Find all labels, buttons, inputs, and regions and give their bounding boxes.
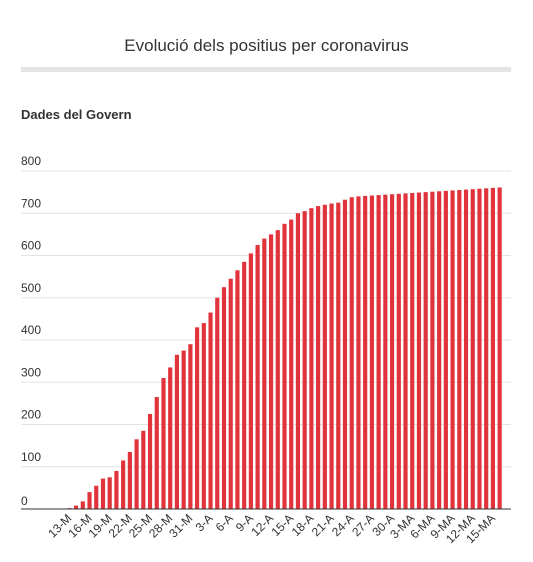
chart-title: Evolució dels positius per coronavirus xyxy=(124,36,409,55)
bar xyxy=(94,485,99,509)
bar xyxy=(127,451,132,509)
bar xyxy=(450,190,455,509)
bar xyxy=(255,244,260,509)
bar xyxy=(289,219,294,509)
bar xyxy=(342,199,348,510)
bar xyxy=(443,190,448,510)
bar xyxy=(80,501,85,509)
bar xyxy=(295,213,301,509)
bar xyxy=(396,193,401,509)
bar xyxy=(416,192,422,510)
y-tick-label: 700 xyxy=(21,196,41,210)
bar xyxy=(201,323,206,509)
bar xyxy=(74,505,79,509)
bar xyxy=(369,195,374,509)
bar xyxy=(242,261,247,509)
bar xyxy=(262,238,267,509)
chart-subtitle: Dades del Govern xyxy=(21,107,132,122)
bar xyxy=(484,188,489,509)
bar xyxy=(141,430,146,509)
bar xyxy=(490,187,495,509)
bar xyxy=(121,460,126,509)
x-tick-label: 3-A xyxy=(193,511,216,534)
bar xyxy=(181,350,186,509)
bar xyxy=(349,197,354,509)
bar xyxy=(329,203,334,509)
bar xyxy=(302,211,307,509)
bar xyxy=(470,189,475,510)
x-tick-label: 6-A xyxy=(213,511,236,534)
y-tick-label: 200 xyxy=(21,408,41,422)
bar xyxy=(114,470,119,509)
bar xyxy=(147,413,153,509)
y-tick-label: 800 xyxy=(21,154,41,168)
y-tick-label: 100 xyxy=(21,450,41,464)
bar xyxy=(168,367,173,509)
bar xyxy=(403,193,408,509)
bar xyxy=(336,202,341,509)
bar xyxy=(107,477,112,509)
bar xyxy=(316,206,321,509)
bar xyxy=(309,208,314,509)
bar xyxy=(410,192,415,509)
bar xyxy=(188,344,193,509)
bar xyxy=(87,492,92,509)
bar xyxy=(134,439,139,509)
bar xyxy=(430,191,435,509)
bar xyxy=(497,187,502,510)
bar xyxy=(477,188,482,509)
bar xyxy=(215,297,220,509)
y-tick-label: 300 xyxy=(21,365,41,379)
bar xyxy=(235,270,240,509)
y-tick-label: 0 xyxy=(21,494,28,508)
bar xyxy=(161,378,166,509)
title-divider xyxy=(21,67,511,72)
bar xyxy=(282,223,287,509)
y-tick-label: 500 xyxy=(21,281,41,295)
y-tick-label: 400 xyxy=(21,323,41,337)
bar xyxy=(363,195,368,510)
bar xyxy=(457,190,462,509)
bar xyxy=(322,204,327,510)
bar xyxy=(463,189,469,509)
bar xyxy=(268,234,274,509)
bar xyxy=(100,478,106,509)
bar xyxy=(174,354,180,509)
bar xyxy=(376,195,381,509)
bar xyxy=(275,230,280,509)
y-tick-label: 600 xyxy=(21,239,41,253)
bar xyxy=(383,194,388,509)
bar xyxy=(228,278,233,509)
bar xyxy=(356,196,361,509)
bar xyxy=(195,327,200,509)
bar xyxy=(221,287,227,509)
bar xyxy=(208,312,213,509)
bar xyxy=(248,253,253,509)
x-tick-label: 31-M xyxy=(166,511,195,540)
bar xyxy=(389,194,395,510)
bar xyxy=(423,192,428,509)
bar xyxy=(437,191,442,509)
bar xyxy=(154,397,159,509)
